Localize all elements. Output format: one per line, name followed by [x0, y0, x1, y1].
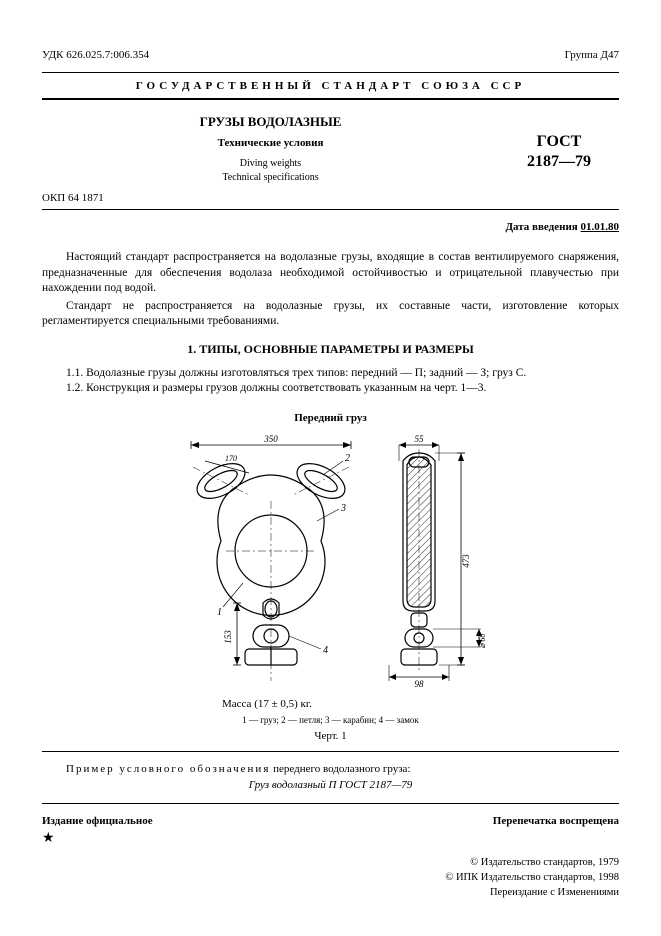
date-value: 01.01.80 [581, 221, 620, 233]
okp-code: ОКП 64 1871 [42, 191, 619, 205]
dim-170: 170 [225, 454, 237, 463]
title-en-1: Diving weights [42, 157, 499, 171]
gost-label: ГОСТ [499, 132, 619, 153]
dim-473: 473 [461, 554, 471, 568]
callout-1: 1 [217, 607, 222, 618]
clause-1-2: 1.2. Конструкция и размеры грузов должны… [42, 381, 619, 397]
front-view-svg: 350 170 [171, 431, 371, 691]
group-code: Группа Д47 [565, 48, 619, 62]
footer-row: Издание официальное Перепечатка воспреще… [42, 814, 619, 828]
star-icon: ★ [42, 830, 619, 848]
rule [42, 209, 619, 210]
side-view-svg: 55 473 [381, 431, 491, 691]
dim-98: 98 [414, 679, 424, 689]
dim-55: 55 [414, 434, 424, 444]
example-line-1: Пример условного обозначения переднего в… [42, 762, 619, 776]
callout-2: 2 [345, 453, 350, 464]
dim-153: 153 [223, 630, 233, 644]
dim-d60: ⌀ 60 [478, 633, 487, 648]
example-line-2: Груз водолазный П ГОСТ 2187—79 [42, 778, 619, 792]
title-ru: ГРУЗЫ ВОДОЛАЗНЫЕ [42, 114, 499, 131]
page: УДК 626.025.7:006.354 Группа Д47 ГОСУДАР… [0, 0, 661, 936]
footer-right: Перепечатка воспрещена [493, 814, 619, 828]
figure-title: Передний груз [42, 411, 619, 425]
figure-legend: 1 — груз; 2 — петля; 3 — карабин; 4 — за… [42, 715, 619, 727]
copyright-3: Переиздание с Изменениями [42, 886, 619, 901]
banner-title: ГОСУДАРСТВЕННЫЙ СТАНДАРТ СОЮЗА ССР [42, 73, 619, 97]
clause-1-1: 1.1. Водолазные грузы должны изготовлять… [42, 366, 619, 382]
callout-4: 4 [323, 645, 328, 656]
intro-para-2: Стандарт не распространяется на водолазн… [42, 299, 619, 330]
copyright-block: © Издательство стандартов, 1979 © ИПК Из… [42, 856, 619, 900]
figure-mass: Масса (17 ± 0,5) кг. [222, 697, 619, 711]
figure-caption: Черт. 1 [42, 729, 619, 743]
header-left: ГРУЗЫ ВОДОЛАЗНЫЕ Технические условия Div… [42, 114, 499, 185]
rule-thick [42, 98, 619, 100]
rule [42, 751, 619, 752]
gost-number-block: ГОСТ 2187—79 [499, 114, 619, 185]
example-rest: переднего водолазного груза: [270, 763, 410, 775]
intro-date: Дата введения 01.01.80 [42, 220, 619, 234]
title-en-2: Technical specifications [42, 171, 499, 185]
top-line: УДК 626.025.7:006.354 Группа Д47 [42, 48, 619, 62]
copyright-2: © ИПК Издательство стандартов, 1998 [42, 871, 619, 886]
figure-drawing: 350 170 [42, 431, 619, 691]
copyright-1: © Издательство стандартов, 1979 [42, 856, 619, 871]
subtitle-ru: Технические условия [42, 136, 499, 150]
callout-3: 3 [340, 503, 346, 514]
dim-350: 350 [263, 434, 278, 444]
header-block: ГРУЗЫ ВОДОЛАЗНЫЕ Технические условия Div… [42, 114, 619, 185]
footer-left: Издание официальное [42, 814, 153, 828]
rule [42, 803, 619, 804]
intro-para-1: Настоящий стандарт распространяется на в… [42, 250, 619, 297]
section-heading: 1. ТИПЫ, ОСНОВНЫЕ ПАРАМЕТРЫ И РАЗМЕРЫ [42, 342, 619, 358]
udk-code: УДК 626.025.7:006.354 [42, 48, 149, 62]
example-spaced: Пример условного обозначения [66, 763, 270, 775]
gost-number: 2187—79 [499, 152, 619, 173]
date-label: Дата введения [505, 221, 580, 233]
